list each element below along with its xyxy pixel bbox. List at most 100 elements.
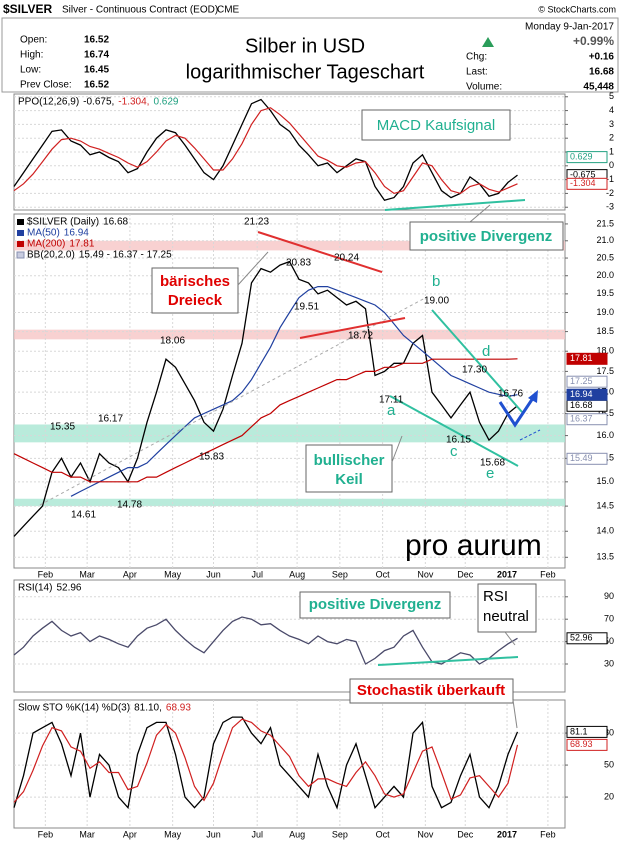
y-tick-label: 20.5 [596,252,614,262]
price-label: 20.24 [334,253,359,264]
callout: bullischer [314,452,385,469]
arrow-head [528,390,538,403]
y-tick-label: 21.5 [596,218,614,228]
value-tag-label: 52.96 [570,633,593,643]
callout: MACD Kaufsignal [377,117,495,134]
price-label: 16.76 [498,389,523,400]
x-tick-label: Nov [417,569,434,579]
y-tick-label: 18.0 [596,346,614,356]
quote-label: Low: [20,65,41,76]
legend-label: $SILVER (Daily) [27,217,99,228]
header-box [1,17,619,93]
title: logarithmischer Tageschart [186,61,425,83]
value-tag-label: 0.629 [570,151,593,161]
price-labels: 21.23 20.83 20.24 19.51 18.72 19.00 18.0… [50,217,523,521]
y-tick-label: 19.0 [596,307,614,317]
wedge-line [431,309,523,413]
price-label: 14.61 [71,510,96,521]
quote-value: 16.45 [84,65,109,76]
price-label: 15.35 [50,422,75,433]
legend-label: Slow STO %K(14) %D(3) [18,703,130,714]
x-tick-label: Apr [123,829,137,839]
price-label: 18.06 [160,336,185,347]
arrow [498,397,535,428]
x-tick-label: Sep [332,569,348,579]
x-tick-label: Aug [289,569,305,579]
series-line [70,286,518,497]
quote-label: Open: [20,35,47,46]
legend-label: MA(50) [27,228,60,239]
price-label: 17.30 [462,365,487,376]
wave-label: c [450,443,458,460]
zone [14,498,565,507]
x-tick-label: Jul [251,569,263,579]
pointer [512,699,518,729]
y-tick-label: 17.5 [596,366,614,376]
x-tick-label: Jun [206,829,221,839]
callout: positive Divergenz [420,228,553,245]
legend-reading: 16.94 [64,228,89,239]
wave-label: d [482,343,490,360]
value-tag-label: -1.304 [570,178,596,188]
legend-swatch [17,230,24,236]
y-tick-label: 80 [604,727,614,737]
wave-label: a [387,402,396,419]
value-tag-label: 17.81 [570,353,593,363]
y-tick-label: -3 [606,202,614,212]
legend-swatch [16,251,25,259]
value-tag-label: 16.37 [570,414,593,424]
dashed-line [519,429,541,441]
callout: RSI [483,588,508,605]
series-line [13,358,518,483]
x-tick-label: Feb [38,569,54,579]
price-label: 19.00 [424,296,449,307]
y-tick-label: 20.0 [596,270,614,280]
x-tick-label: Apr [123,569,137,579]
y-tick-label: 13.5 [596,552,614,562]
pointer [391,435,403,463]
legend-reading: 81.10, [134,703,162,714]
y-tick-label: 15.0 [596,476,614,486]
legend-reading: 68.93 [166,703,191,714]
stat-label: Chg: [466,52,487,63]
y-tick-label: 3 [609,119,614,129]
divergence-line [384,199,526,211]
triangle-line [299,317,406,339]
value-tag-label: 17.25 [570,376,593,386]
pointer [504,631,516,646]
y-tick-label: 70 [604,614,614,624]
callout-box [305,444,393,493]
callout: neutral [483,608,529,625]
y-tick-label: 50 [604,636,614,646]
triangle-line [257,231,383,273]
legend-reading: 15.49 - 16.37 - 17.25 [79,250,172,261]
stat-value: 16.68 [589,67,614,78]
value-tag [566,352,608,365]
divergence-line [377,656,519,666]
y-tick-label: 20 [604,791,614,801]
value-tag-label: 68.93 [570,739,593,749]
up-arrow [482,37,494,47]
x-tick-label: Oct [376,829,391,839]
value-tag [566,177,608,190]
legend-label: RSI(14) [18,583,52,594]
stat-label: Volume: [466,82,502,93]
x-tick-label: Dec [457,829,474,839]
panel [13,213,566,569]
price-label: 16.17 [98,414,123,425]
legend-reading: -1.304, [118,97,149,108]
callout-box [151,267,239,314]
x-tick-label: Nov [417,829,434,839]
annotations: MACD Kaufsignal positive Divergenz bäris… [39,109,564,729]
x-tick-label: Aug [289,829,305,839]
brand: pro aurum [405,529,542,562]
x-tick-label: Feb [38,829,54,839]
wave-label: b [432,273,440,290]
wave-label: e [486,465,494,482]
value-tag-label: -0.675 [570,170,596,180]
value-tag [566,413,608,426]
date: Monday 9-Jan-2017 [525,22,614,33]
legend-reading: 17.81 [69,239,94,250]
callout: positive Divergenz [309,596,442,613]
credit: © StockCharts.com [538,4,616,14]
